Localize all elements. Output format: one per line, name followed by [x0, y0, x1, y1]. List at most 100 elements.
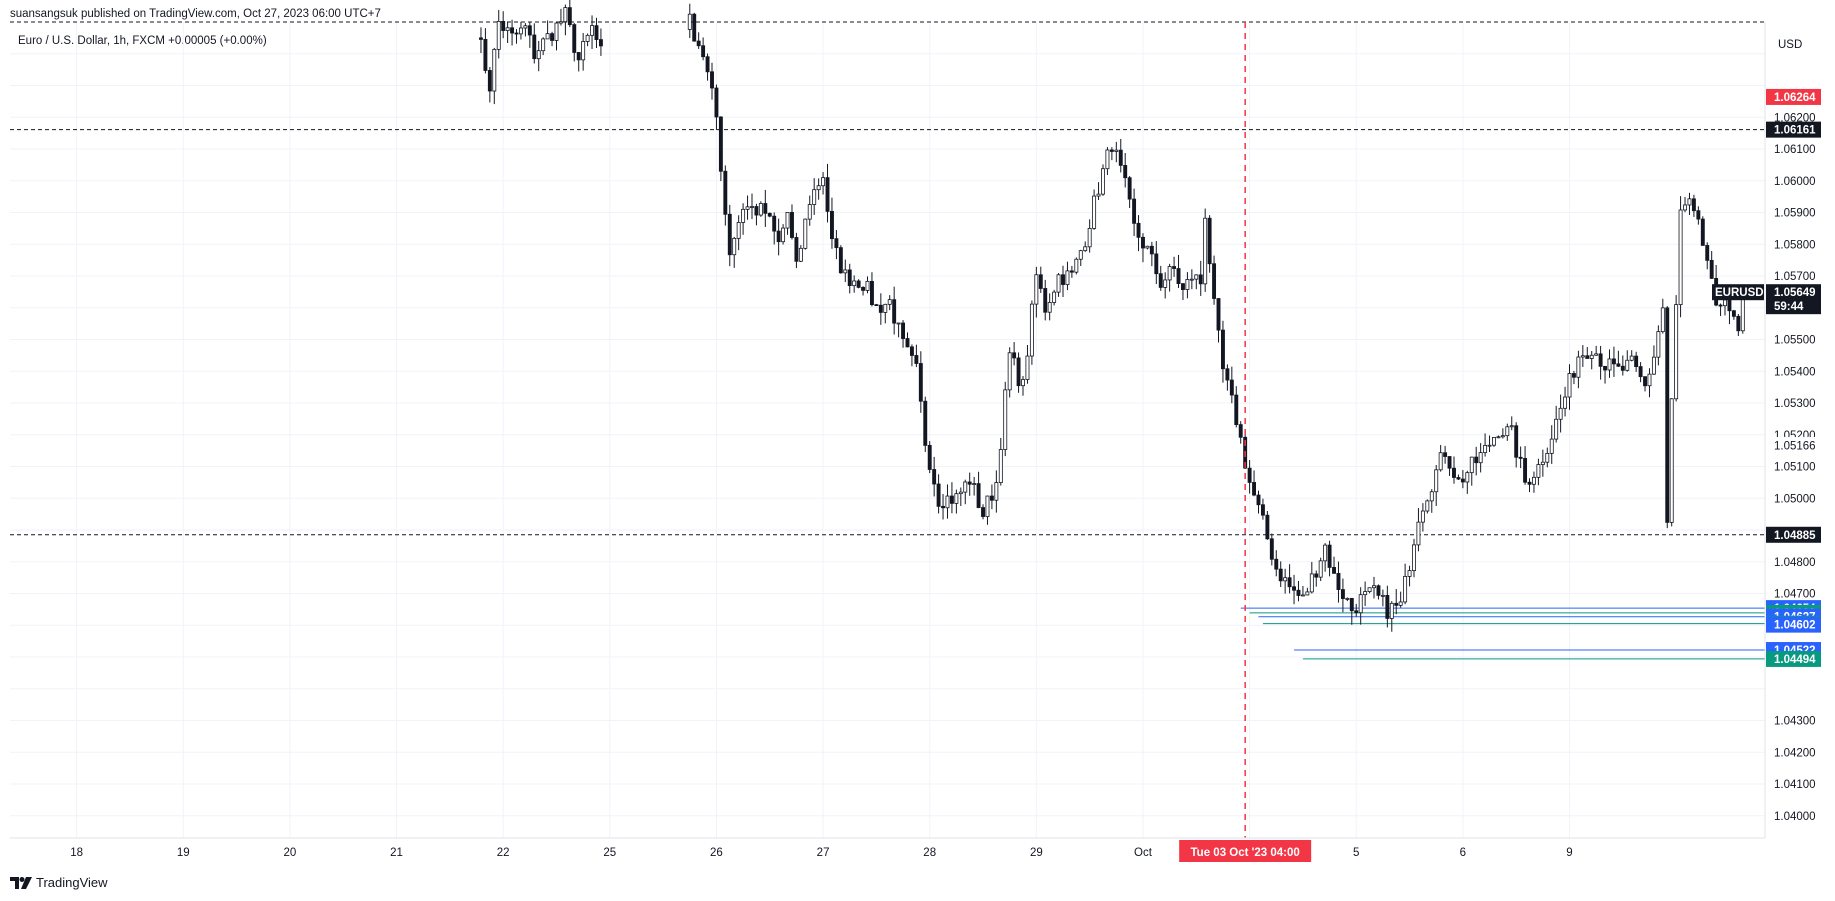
time-tick-label: 20: [284, 847, 297, 859]
candle-body: [1225, 368, 1230, 381]
candle-body: [594, 25, 599, 40]
candle-body: [1687, 198, 1692, 206]
candle-body: [1234, 394, 1239, 426]
candle-body: [1185, 279, 1190, 290]
candles: [479, 0, 1745, 632]
candle-body: [1278, 568, 1283, 582]
candle-body: [1056, 274, 1061, 293]
candle-body: [1718, 304, 1723, 307]
candle-body: [567, 7, 572, 26]
candle-body: [1176, 268, 1181, 285]
candle-body: [1523, 458, 1528, 483]
candle-body: [1145, 245, 1150, 249]
price-tick-label: 1.05000: [1774, 493, 1816, 505]
candle-body: [541, 38, 546, 52]
candle-body: [505, 27, 510, 31]
candle-body: [723, 170, 728, 215]
candle-body: [705, 56, 710, 73]
candle-body: [936, 483, 941, 507]
publisher-caption: suansangsuk published on TradingView.com…: [10, 8, 381, 20]
candle-body: [1571, 373, 1576, 378]
candle-body: [1651, 356, 1656, 375]
price-tick-label: 1.05800: [1774, 239, 1816, 251]
candle-body: [1563, 396, 1568, 409]
price-tag: [1766, 121, 1821, 138]
candle-body: [1492, 437, 1496, 446]
candle-body: [1518, 456, 1523, 459]
horizontal-lines: [10, 21, 1765, 536]
candle-body: [1576, 356, 1581, 378]
candle-body: [1167, 266, 1172, 281]
candle-body: [514, 32, 519, 35]
candle-body: [1598, 353, 1603, 367]
tradingview-logo[interactable]: TradingView: [10, 875, 108, 890]
candle-body: [1429, 491, 1434, 502]
candle-body: [1292, 586, 1296, 591]
price-tick-label: 1.04100: [1774, 779, 1816, 791]
candle-body: [985, 495, 990, 517]
candle-body: [972, 483, 977, 485]
price-tag: [1765, 437, 1822, 455]
candle-body: [1629, 355, 1634, 361]
candle-body: [1474, 456, 1479, 464]
candle-body: [967, 481, 972, 485]
candle-body: [821, 177, 826, 187]
candle-body: [1314, 573, 1319, 578]
candle-body: [1149, 245, 1154, 255]
candle-body: [1247, 467, 1252, 483]
candle-body: [1509, 425, 1514, 428]
candle-body: [510, 27, 515, 34]
candle-body: [598, 39, 603, 47]
candle-body: [1398, 601, 1403, 606]
candle-body: [1643, 376, 1647, 387]
candle-body: [545, 33, 550, 40]
price-tag-label: 1.06264: [1774, 92, 1816, 104]
time-tick-label: 5: [1353, 847, 1359, 859]
candle-body: [1105, 149, 1110, 170]
candle-body: [865, 280, 870, 291]
candle-body: [1452, 467, 1456, 478]
candle-body: [954, 493, 959, 504]
candle-body: [1469, 456, 1474, 474]
time-tick-label: 6: [1460, 847, 1466, 859]
price-tag: [1766, 616, 1821, 633]
candle-body: [483, 38, 488, 71]
candle-body: [1198, 274, 1203, 285]
symbol-legend[interactable]: Euro / U.S. Dollar, 1h, FXCM +0.00005 (+…: [18, 35, 267, 47]
candle-body: [1420, 510, 1425, 523]
candle-body: [1274, 558, 1279, 570]
candle-body: [1554, 418, 1559, 440]
candle-body: [1332, 567, 1336, 574]
candle-body: [892, 299, 897, 324]
price-tick-label: 1.04700: [1774, 589, 1816, 601]
candle-body: [1700, 218, 1705, 246]
candle-body: [1731, 310, 1736, 317]
candle-body: [558, 21, 563, 24]
candle-body: [1527, 481, 1532, 485]
candle-body: [1412, 544, 1416, 571]
price-tick-label: 1.04000: [1774, 811, 1816, 823]
candle-body: [1634, 355, 1639, 367]
candle-body: [1087, 227, 1092, 248]
candle-body: [1052, 291, 1057, 303]
candle-body: [1269, 538, 1274, 560]
candle-body: [1678, 209, 1683, 306]
price-tag-label: 59:44: [1774, 301, 1804, 313]
candle-body: [501, 20, 506, 31]
time-tick-label: Oct: [1134, 847, 1153, 859]
candle-body: [1727, 299, 1732, 312]
candle-body: [1265, 514, 1270, 540]
candle-body: [523, 25, 528, 29]
candle-body: [1607, 358, 1612, 371]
candle-body: [710, 71, 714, 89]
candle-body: [1172, 266, 1177, 269]
candle-body: [1456, 477, 1461, 480]
candle-body: [1323, 544, 1328, 562]
candle-body: [518, 27, 523, 35]
candle-body: [1252, 482, 1257, 496]
price-tick-label: 1.05300: [1774, 398, 1816, 410]
candle-body: [1189, 278, 1194, 281]
candle-body: [1549, 438, 1554, 454]
candle-body: [963, 481, 968, 493]
